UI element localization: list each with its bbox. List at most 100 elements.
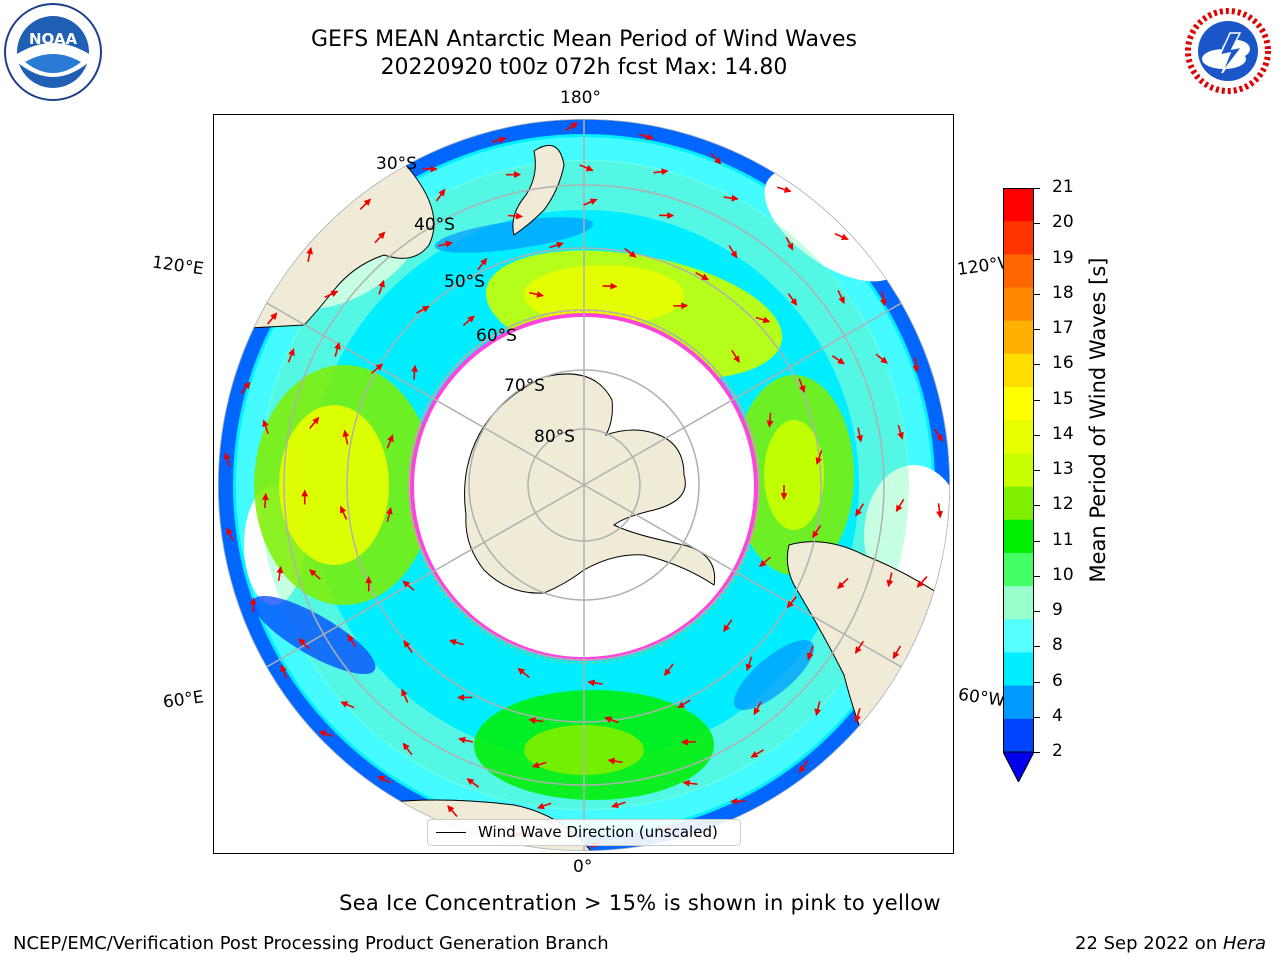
wind-wave-arrow-head	[645, 133, 654, 141]
wind-wave-arrow-head	[730, 797, 738, 805]
colorbar-tick-mark	[1034, 752, 1040, 753]
colorbar-tick-mark	[1034, 258, 1040, 260]
wind-wave-arrow-head	[854, 714, 861, 723]
colorbar-tick-mark	[1034, 540, 1040, 542]
wind-wave-arrow-head	[223, 452, 231, 460]
wind-wave-arrow-head	[798, 385, 806, 393]
wind-wave-arrow-head	[856, 434, 864, 443]
footer-right: 22 Sep 2022 on Hera	[1075, 933, 1266, 954]
lon-label-60e: 60°E	[161, 687, 206, 713]
footer-left: NCEP/EMC/Verification Post Processing Pr…	[13, 933, 609, 954]
map-canvas: 30°S 40°S 50°S 60°S 70°S 80°S	[218, 119, 950, 851]
wind-wave-arrow-head	[403, 640, 411, 648]
colorbar-label: Mean Period of Wind Waves [s]	[1086, 257, 1110, 583]
wind-wave-arrow-head	[880, 356, 888, 364]
colorbar-bin	[1003, 453, 1034, 488]
wind-wave-arrow-head	[378, 279, 385, 288]
wind-wave-arrow-head	[262, 419, 269, 428]
colorbar-tick-label: 21	[1052, 177, 1074, 197]
national-weather-service-logo-icon	[1180, 3, 1276, 99]
wind-wave-arrow-head	[306, 246, 313, 255]
wind-wave-arrow-head	[536, 291, 545, 298]
wind-wave-arrow-head	[730, 250, 738, 259]
colorbar-tick-mark	[1034, 681, 1040, 683]
wind-wave-arrow-head	[480, 257, 488, 266]
wind-wave-arrow-head	[604, 716, 613, 723]
wind-wave-arrow-head	[780, 493, 788, 501]
wind-wave-arrow-head	[886, 579, 894, 588]
colorbar-tick-mark	[1034, 364, 1040, 366]
colorbar-tick-label: 4	[1052, 705, 1063, 726]
wind-wave-arrow-head	[458, 736, 466, 744]
noaa-logo-text: NOAA	[29, 30, 78, 48]
lat-label-50: 50°S	[444, 272, 485, 292]
wind-wave-arrow-head	[276, 565, 284, 574]
antarctica-land	[464, 373, 716, 594]
colorbar-tick-mark	[1034, 716, 1040, 718]
wind-wave-arrow-head	[589, 198, 598, 205]
lat-label-40: 40°S	[414, 215, 455, 235]
wind-wave-arrow-head	[421, 305, 430, 313]
wind-wave-arrow-head	[334, 341, 341, 350]
colorbar-bin	[1003, 486, 1034, 521]
colorbar-bin	[1003, 320, 1034, 355]
colorbar-tick-label: 11	[1052, 529, 1074, 550]
lat-label-70: 70°S	[504, 376, 545, 396]
wind-wave-arrow-head	[936, 510, 943, 519]
wind-wave-arrow-head	[402, 742, 410, 751]
colorbar-bin	[1003, 552, 1034, 587]
colorbar-tick-label: 10	[1052, 564, 1074, 585]
wind-wave-arrow-head	[677, 701, 686, 709]
wind-wave-arrow-head	[661, 168, 669, 176]
wind-wave-arrow-head	[750, 751, 759, 758]
wind-wave-arrow-head	[936, 434, 944, 442]
wind-wave-arrow-head	[298, 638, 306, 646]
wind-wave-arrow-head	[745, 663, 753, 672]
wind-wave-arrow-head	[498, 136, 507, 144]
legend-line-swatch	[436, 832, 466, 833]
colorbar-label-wrap: Mean Period of Wind Waves [s]	[1083, 190, 1113, 650]
wind-wave-arrow-head	[386, 507, 393, 515]
colorbar-bin	[1003, 685, 1034, 720]
wind-wave-arrow-head	[401, 688, 408, 697]
wind-wave-arrow-head	[447, 805, 455, 813]
wind-wave-arrow-head	[301, 489, 309, 497]
new-zealand-land	[512, 144, 565, 236]
wind-wave-arrow-head	[815, 457, 823, 465]
wind-wave-arrow-head	[280, 664, 287, 673]
wind-wave-arrow-head	[610, 282, 618, 290]
colorbar-tick-mark	[1034, 470, 1040, 471]
colorbar-tick-mark	[1034, 611, 1040, 612]
colorbar-tick-label: 17	[1052, 318, 1074, 338]
wind-wave-arrow-head	[340, 505, 347, 514]
wind-wave-arrow-head	[438, 188, 446, 197]
wind-wave-arrows	[223, 122, 944, 848]
colorbar-tick-label: 8	[1052, 635, 1063, 656]
colorbar-bin	[1003, 718, 1034, 753]
wind-wave-arrow-head	[288, 348, 295, 356]
wind-wave-arrow-head	[682, 779, 690, 787]
footnote: Sea Ice Concentration > 15% is shown in …	[339, 891, 941, 915]
wind-wave-arrow-head	[790, 298, 798, 306]
wind-wave-arrow-head	[714, 157, 722, 165]
wind-wave-arrow-head	[570, 122, 579, 130]
wind-wave-arrow-head	[731, 194, 739, 202]
colorbar-tick-mark	[1034, 575, 1040, 577]
colorbar-tick-label: 19	[1052, 247, 1074, 268]
colorbar-tick-mark	[1034, 505, 1040, 507]
wind-wave-arrow-head	[916, 580, 924, 588]
noaa-logo-icon: NOAA	[3, 2, 103, 102]
wind-wave-arrow-head	[466, 778, 475, 786]
colorbar-tick-label: 14	[1052, 423, 1074, 444]
chart-title: GEFS MEAN Antarctic Mean Period of Wind …	[311, 27, 857, 52]
wind-wave-arrow-head	[766, 420, 774, 428]
lon-label-120e: 120°E	[150, 252, 205, 280]
wind-wave-arrow-head	[892, 651, 900, 660]
wind-wave-arrow-head	[318, 730, 327, 738]
wind-wave-arrow-head	[812, 530, 819, 539]
colorbar-tick-mark	[1034, 293, 1040, 295]
colorbar-bin	[1003, 519, 1034, 554]
colorbar-bin	[1003, 619, 1034, 653]
wind-wave-arrow-head	[330, 290, 339, 298]
wind-wave-arrow-head	[895, 504, 903, 513]
